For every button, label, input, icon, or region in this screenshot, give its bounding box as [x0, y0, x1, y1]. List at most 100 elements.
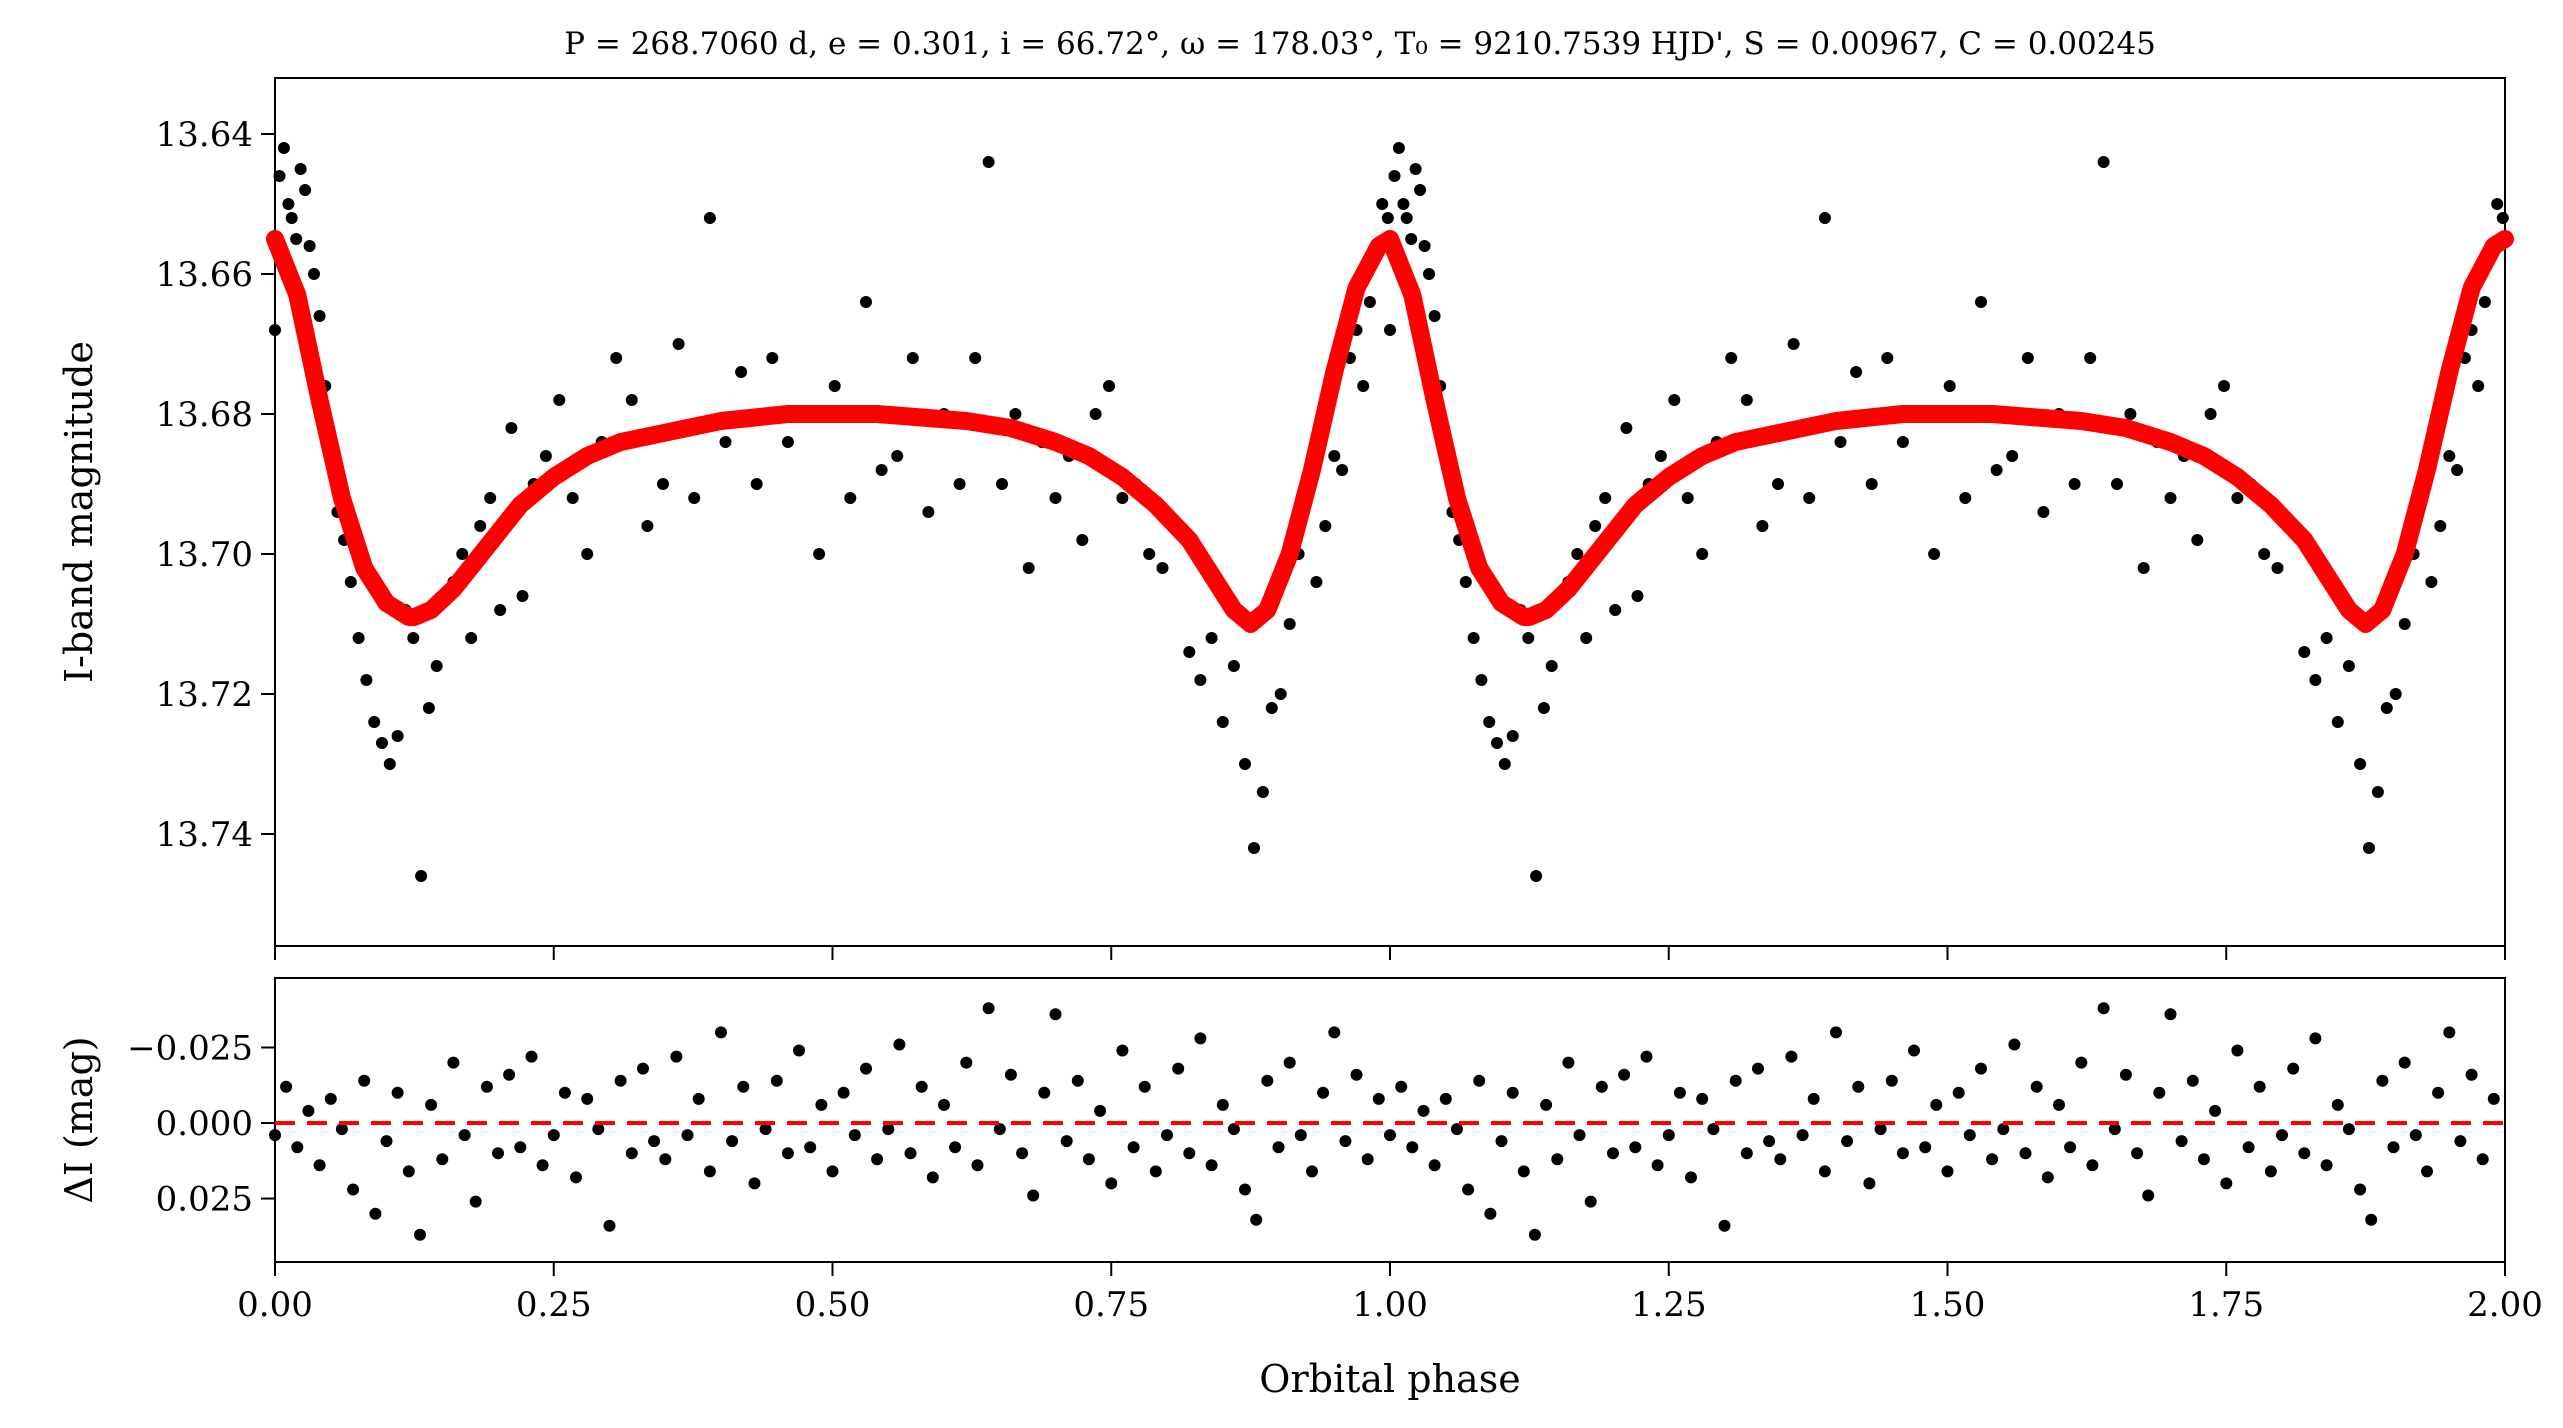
data-point	[277, 142, 290, 154]
data-point	[430, 660, 443, 672]
data-point	[1620, 422, 1633, 434]
residual-point	[2131, 1147, 2144, 1160]
residual-point	[558, 1086, 571, 1099]
data-point	[1654, 450, 1667, 462]
data-point	[1681, 492, 1694, 504]
residual-point	[681, 1129, 694, 1142]
data-point	[1397, 198, 1410, 210]
residual-point	[1406, 1141, 1419, 1154]
residual-point	[837, 1086, 850, 1099]
residual-point	[2086, 1159, 2099, 1172]
residual-point	[938, 1098, 950, 1111]
data-point	[376, 737, 388, 749]
data-point	[566, 492, 579, 504]
data-point	[516, 590, 529, 602]
data-point	[2443, 450, 2456, 462]
data-point	[1103, 380, 1115, 392]
residual-point	[2108, 1123, 2121, 1136]
residual-point	[648, 1135, 661, 1148]
residual-point	[1283, 1056, 1296, 1069]
top-axes: 13.64 13.66 13.68 13.70 13.72 13.74	[156, 115, 2506, 960]
residual-point	[1484, 1207, 1497, 1220]
residual-point	[1852, 1080, 1865, 1093]
residual-point	[1506, 1086, 1519, 1099]
residual-point	[1261, 1074, 1274, 1087]
residual-point	[1963, 1129, 1976, 1142]
data-point	[2342, 660, 2355, 672]
residual-point	[2008, 1038, 2021, 1051]
x-tick-label: 1.25	[1631, 1285, 1707, 1325]
data-point	[2496, 212, 2509, 224]
residual-point	[1094, 1104, 1107, 1117]
residual-point	[2465, 1068, 2478, 1081]
residual-point	[581, 1092, 594, 1105]
data-point	[1392, 142, 1405, 154]
residual-point	[1116, 1044, 1129, 1057]
top-ylabel: I-band magnitude	[57, 341, 101, 683]
data-point	[2298, 646, 2311, 658]
data-point	[290, 233, 303, 245]
residual-point	[748, 1177, 761, 1190]
residual-point	[1495, 1135, 1508, 1148]
residual-point	[2342, 1123, 2355, 1136]
data-point	[391, 730, 404, 742]
residual-point	[380, 1135, 393, 1148]
residual-point	[1105, 1177, 1118, 1190]
residual-point	[904, 1147, 917, 1160]
residual-point	[514, 1141, 527, 1154]
residual-point	[570, 1171, 582, 1184]
data-point	[750, 478, 763, 490]
y-tick-label: 13.64	[156, 115, 253, 155]
data-point	[1881, 352, 1894, 364]
data-point	[2371, 786, 2384, 798]
residual-point	[1038, 1086, 1051, 1099]
residual-point	[1250, 1213, 1263, 1226]
data-point	[456, 548, 469, 560]
residual-point	[1595, 1080, 1608, 1093]
residual-point	[269, 1129, 281, 1142]
data-point	[844, 492, 857, 504]
residual-point	[692, 1092, 705, 1105]
data-point	[875, 464, 888, 476]
residual-point	[949, 1141, 962, 1154]
residual-point	[1896, 1147, 1909, 1160]
residual-point	[1729, 1074, 1742, 1087]
residual-point	[2242, 1141, 2255, 1154]
bottom-axes: −0.025 0.000 0.025 0.00 0.25 0.50 0.75 1.00 1.25…	[127, 1028, 2543, 1325]
data-point	[383, 758, 396, 770]
residual-point	[414, 1228, 426, 1241]
residual-point	[280, 1080, 293, 1093]
data-point	[415, 870, 428, 882]
residual-point	[1161, 1129, 1173, 1142]
residual-point	[1004, 1068, 1017, 1081]
data-point	[484, 492, 497, 504]
residual-point	[313, 1159, 326, 1172]
residual-point	[2432, 1086, 2445, 1099]
residual-point	[815, 1098, 828, 1111]
x-tick-label: 2.00	[2467, 1285, 2543, 1325]
residual-point	[1863, 1177, 1876, 1190]
data-point	[1787, 338, 1800, 350]
bottom-panel: −0.025 0.000 0.025 0.00 0.25 0.50 0.75 1.00 1.25…	[57, 977, 2543, 1401]
residual-point	[1930, 1098, 1943, 1111]
residual-point	[2164, 1008, 2177, 1021]
x-tick-label: 0.50	[795, 1285, 871, 1325]
residual-point	[2030, 1080, 2043, 1093]
residual-point	[436, 1153, 449, 1166]
data-point	[360, 674, 373, 686]
residual-point	[369, 1207, 382, 1220]
data-point	[474, 520, 487, 532]
residual-point	[670, 1050, 683, 1063]
data-point	[1205, 632, 1218, 644]
residual-point	[2354, 1183, 2367, 1196]
residual-point	[469, 1195, 482, 1208]
residual-point	[804, 1141, 817, 1154]
data-point	[1022, 562, 1035, 574]
data-point	[1156, 562, 1169, 574]
data-point	[813, 548, 826, 560]
data-point	[2097, 156, 2110, 168]
data-point	[285, 212, 298, 224]
data-point	[2363, 842, 2375, 854]
residual-point	[1975, 1062, 1987, 1075]
residual-point	[1662, 1129, 1675, 1142]
